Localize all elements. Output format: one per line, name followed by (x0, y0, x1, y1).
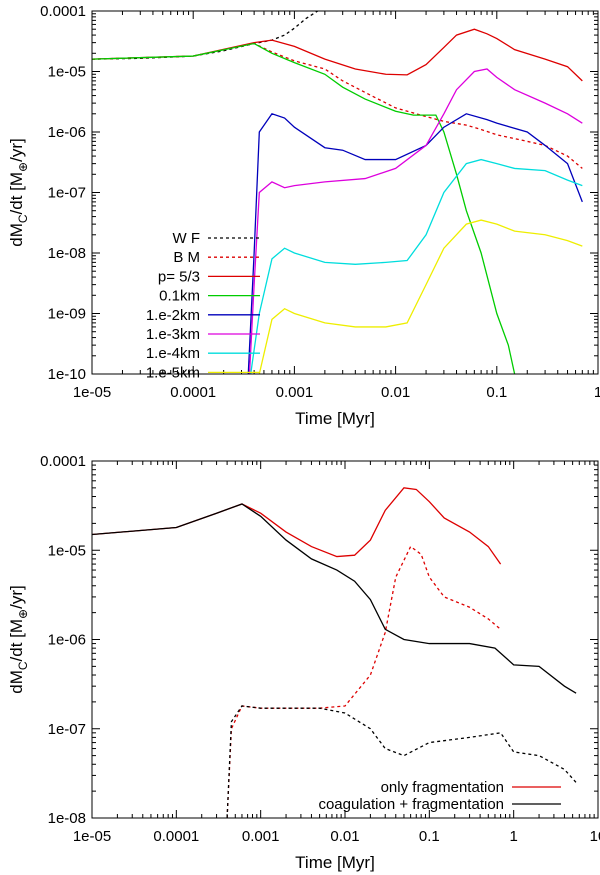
plot-frame (91, 460, 599, 819)
x-tick-label: 0.1 (419, 828, 440, 845)
y-tick-label: 1e-07 (48, 185, 86, 202)
y-axis-label-part: dM (7, 223, 26, 247)
y-axis-label-part: dM (7, 670, 26, 694)
y-tick-label: 1e-05 (48, 64, 86, 81)
legend-label: only fragmentation (381, 779, 504, 796)
legend-label: 1.e-3km (146, 326, 200, 343)
y-axis-label-part: /dt [M (7, 172, 26, 215)
series-group (92, 11, 583, 374)
series-line-3 (226, 705, 577, 818)
bottom-chart: 1e-050.00010.0010.010.11100.00011e-051e-… (7, 453, 600, 872)
top-chart: 1e-05 0.0001 0.001 0.01 0.1 1 0.0001 1e-05 1e-06… (7, 3, 600, 428)
y-axis-label-part: /dt [M (7, 619, 26, 662)
x-tick-label: 1 (594, 384, 600, 401)
series-line-1 (226, 545, 502, 818)
x-tick-label: 0.0001 (153, 828, 199, 845)
y-axis-label: dMC/dt [M⊕/yr] (7, 585, 30, 693)
x-tick-label: 1e-05 (73, 384, 111, 401)
y-axis-label: dMC/dt [M⊕/yr] (7, 138, 30, 246)
x-axis-label: Time [Myr] (295, 409, 375, 428)
legend-label: p= 5/3 (158, 268, 200, 285)
series-line-2 (92, 28, 583, 82)
series-line-5 (248, 68, 583, 374)
y-axis-label-part: /yr] (7, 585, 26, 609)
legend-label: 1.e-5km (146, 364, 200, 381)
x-tick-label: 10 (590, 828, 600, 845)
series-line-7 (258, 219, 583, 374)
legend-label: coagulation + fragmentation (318, 796, 504, 813)
y-tick-label: 1e-06 (48, 124, 86, 141)
y-axis-label-part: ⊕ (16, 609, 30, 619)
x-tick-label: 0.01 (330, 828, 359, 845)
series-line-0 (92, 11, 319, 60)
x-tick-label: 0.001 (276, 384, 314, 401)
y-tick-label: 1e-08 (48, 245, 86, 262)
x-tick-label: 0.01 (381, 384, 410, 401)
legend-label: 1.e-2km (146, 307, 200, 324)
x-tick-label: 1e-05 (73, 828, 111, 845)
series-line-6 (250, 158, 583, 374)
y-tick-label: 0.0001 (40, 453, 86, 470)
y-axis-label-part: ⊕ (16, 162, 30, 172)
series-line-4 (247, 113, 583, 374)
legend-label: 1.e-4km (146, 345, 200, 362)
y-axis-label-part: C (16, 661, 30, 670)
x-axis-label: Time [Myr] (295, 853, 375, 872)
x-tick-label: 1 (509, 828, 517, 845)
series-group (92, 487, 577, 818)
legend: W F B M p= 5/3 0.1km 1.e-2km 1.e-3km 1.e-4km 1.… (146, 230, 260, 381)
y-tick-label: 1e-08 (48, 810, 86, 827)
y-tick-label: 1e-05 (48, 542, 86, 559)
y-tick-label: 1e-10 (48, 366, 86, 383)
y-tick-label: 1e-09 (48, 306, 86, 323)
legend-label: 0.1km (159, 288, 200, 305)
legend-label: W F (173, 230, 201, 247)
series-line-1 (92, 42, 583, 169)
y-axis-label-part: C (16, 214, 30, 223)
series-line-0 (92, 487, 502, 565)
x-tick-label: 0.0001 (170, 384, 216, 401)
series-line-3 (92, 42, 516, 374)
series-line-2 (92, 503, 577, 694)
y-tick-label: 0.0001 (40, 3, 86, 20)
legend-label: B M (173, 249, 200, 266)
x-tick-label: 0.1 (486, 384, 507, 401)
y-axis-label-part: /yr] (7, 138, 26, 162)
y-tick-label: 1e-06 (48, 632, 86, 649)
y-tick-label: 1e-07 (48, 721, 86, 738)
x-tick-label: 0.001 (242, 828, 280, 845)
